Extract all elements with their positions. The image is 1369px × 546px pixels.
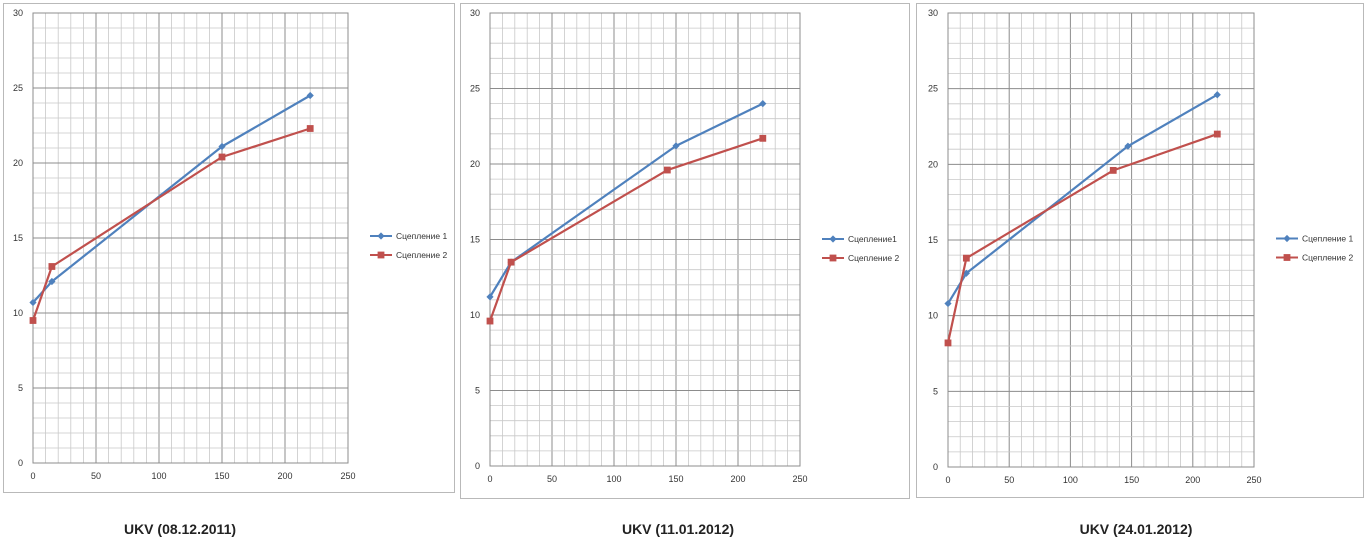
y-tick-label: 15	[928, 235, 938, 245]
legend: Сцепление1 Сцепление 2	[822, 234, 899, 263]
y-tick-label: 15	[13, 233, 23, 243]
grid	[489, 12, 801, 467]
data-point	[663, 166, 671, 174]
y-tick-label: 0	[18, 458, 23, 468]
x-tick-label: 100	[151, 471, 166, 481]
data-point	[48, 277, 56, 286]
y-tick-label: 30	[470, 8, 480, 18]
data-point	[218, 142, 226, 151]
legend-label: Сцепление 1	[1302, 234, 1353, 244]
chart-panel-1: 0 50 100 150 200 250 0 5 10 15 20 25 30 Сцепление 1 Сц…	[3, 3, 455, 493]
series-1	[486, 100, 767, 301]
legend-label: Сцепление1	[848, 234, 897, 244]
plot-area	[489, 12, 801, 467]
y-tick-label: 10	[13, 308, 23, 318]
x-tick-label: 200	[1185, 475, 1200, 485]
data-point	[48, 263, 56, 270]
x-tick-label: 100	[606, 474, 621, 484]
y-tick-label: 0	[933, 462, 938, 472]
data-point	[944, 339, 952, 347]
x-tick-label: 50	[547, 474, 557, 484]
chart-caption-1: UKV (08.12.2011)	[123, 521, 237, 537]
x-tick-label: 250	[1246, 475, 1261, 485]
legend-marker	[377, 232, 385, 240]
x-tick-label: 250	[792, 474, 807, 484]
y-tick-label: 5	[18, 383, 23, 393]
y-tick-label: 25	[928, 84, 938, 94]
data-point	[306, 125, 314, 132]
legend-marker	[829, 254, 837, 262]
x-tick-label: 150	[214, 471, 229, 481]
data-point	[486, 317, 494, 325]
series-line	[946, 133, 1218, 344]
series-2	[29, 125, 314, 324]
x-tick-label: 50	[1004, 475, 1014, 485]
chart-panel-3: 0 50 100 150 200 250 0 5 10 15 20 25 30 Сцепление 1 Сц…	[916, 3, 1364, 498]
x-tick-label: 250	[340, 471, 355, 481]
data-point	[507, 258, 515, 266]
data-point	[1109, 166, 1117, 174]
y-tick-label: 5	[475, 386, 480, 396]
legend-marker	[377, 251, 385, 259]
data-point	[1213, 130, 1221, 138]
y-tick-label: 15	[470, 235, 480, 245]
y-tick-label: 20	[13, 158, 23, 168]
legend-marker	[829, 235, 837, 243]
x-tick-label: 200	[730, 474, 745, 484]
y-tick-label: 0	[475, 461, 480, 471]
y-tick-label: 20	[470, 159, 480, 169]
y-tick-label: 20	[928, 159, 938, 169]
x-tick-label: 50	[91, 471, 101, 481]
series-line	[489, 102, 764, 298]
data-point	[29, 317, 37, 324]
x-tick-label: 150	[668, 474, 683, 484]
chart-caption-2: UKV (11.01.2012)	[621, 521, 735, 537]
y-tick-label: 10	[470, 310, 480, 320]
legend-label: Сцепление 2	[1302, 253, 1353, 263]
chart-svg: 0 50 100 150 200 250051015202530Сцепление1Сце…	[460, 3, 910, 499]
data-point	[962, 254, 970, 262]
data-point	[306, 91, 314, 100]
series-2	[486, 134, 767, 325]
plot-area	[947, 12, 1255, 468]
data-point	[486, 293, 494, 301]
chart-border	[460, 3, 910, 499]
x-tick-label: 0	[30, 471, 35, 481]
x-tick-label: 0	[487, 474, 492, 484]
x-tick-label: 100	[1063, 475, 1078, 485]
series-2	[944, 130, 1221, 347]
legend-label: Сцепление 2	[396, 250, 447, 260]
legend-marker	[1283, 254, 1291, 261]
legend: Сцепление 1 Сцепление 2	[370, 231, 447, 260]
legend-label: Сцепление 1	[396, 231, 447, 241]
data-point	[29, 298, 37, 307]
data-point	[218, 153, 226, 161]
y-tick-label: 30	[928, 8, 938, 18]
y-tick-label: 10	[928, 311, 938, 321]
chart-border	[916, 3, 1364, 498]
legend-label: Сцепление 2	[848, 253, 899, 263]
y-tick-label: 30	[13, 8, 23, 18]
data-point	[944, 299, 952, 308]
series-line	[488, 137, 764, 322]
plot-area	[32, 12, 349, 464]
chart-panel-2: 0 50 100 150 200 250 0 5 10 15 20 25 30 Сцепление1 Сце…	[460, 3, 910, 499]
x-tick-label: 150	[1124, 475, 1139, 485]
data-point	[1213, 91, 1221, 99]
data-point	[759, 100, 767, 108]
x-tick-label: 200	[277, 471, 292, 481]
y-tick-label: 25	[470, 84, 480, 94]
x-tick-label: 0	[945, 475, 950, 485]
series-line	[31, 127, 311, 321]
y-tick-label: 25	[13, 83, 23, 93]
y-tick-label: 5	[933, 386, 938, 396]
data-point	[672, 142, 680, 150]
chart-svg: 0 50 100 150 200 250 0 5 10 15 20 25 30 Сцепление 1 Сц…	[916, 3, 1364, 498]
data-point	[759, 134, 767, 142]
chart-caption-3: UKV (24.01.2012)	[1079, 521, 1193, 537]
